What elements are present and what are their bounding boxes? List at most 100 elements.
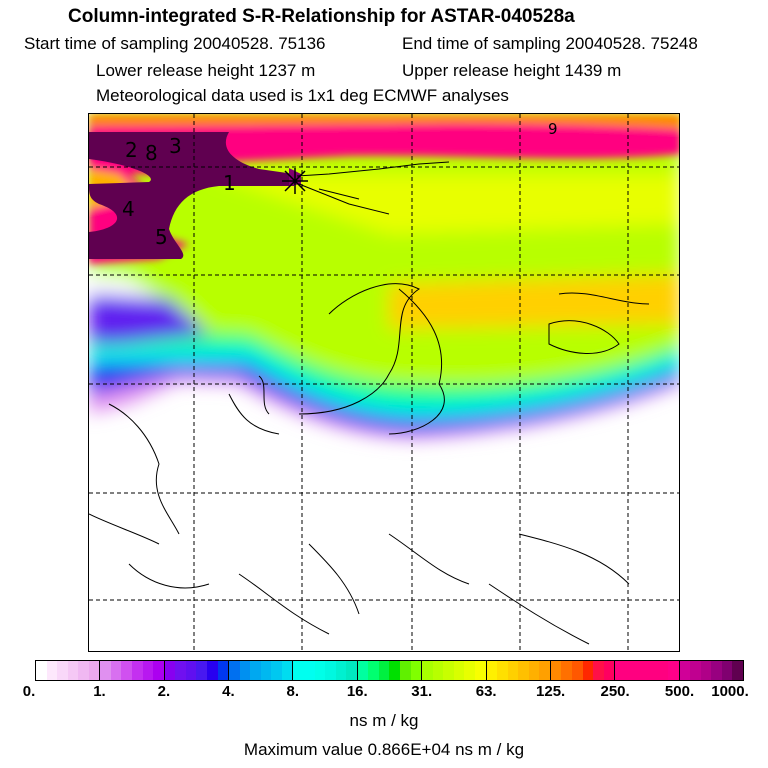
colorbar-cell (539, 661, 550, 680)
map-label: 2 (125, 138, 138, 162)
colorbar-cell (389, 661, 401, 680)
colorbar-cell (486, 661, 498, 680)
colorbar-cell (175, 661, 186, 680)
colorbar-tick-label: 4. (222, 683, 235, 700)
colorbar-cell (679, 661, 691, 680)
colorbar-cell (57, 661, 68, 680)
colorbar-tick-label: 2. (157, 683, 171, 700)
colorbar-cell (110, 661, 122, 680)
map-label: 9 (548, 120, 558, 138)
colorbar-cell (185, 661, 197, 680)
colorbar-cell (142, 661, 154, 680)
colorbar-tick-label: 0. (22, 683, 36, 700)
colorbar-cell (293, 661, 304, 680)
colorbar-cell (121, 661, 133, 680)
colorbar-cell (346, 661, 357, 680)
colorbar-cell (646, 661, 658, 680)
colorbar-group (422, 661, 487, 680)
colorbar-cell (378, 661, 390, 680)
colorbar-cell (304, 661, 315, 680)
map-label: 3 (169, 134, 182, 158)
colorbar-cell (497, 661, 508, 680)
colorbar-cell (314, 661, 326, 680)
maximum-value: Maximum value 0.866E+04 ns m / kg (243, 740, 525, 759)
colorbar-tick-label: 31. (411, 683, 433, 700)
upper-release-height: Upper release height 1439 m (402, 61, 622, 80)
colorbar-group (550, 661, 616, 680)
colorbar-cell (164, 661, 176, 680)
colorbar-cell (593, 661, 604, 680)
met-data-info: Meteorological data used is 1x1 deg ECMW… (96, 86, 509, 105)
colorbar-cell (690, 661, 701, 680)
colorbar-cell (582, 661, 594, 680)
colorbar-cell (100, 661, 111, 680)
colorbar-cell (464, 661, 475, 680)
colorbar-group (36, 661, 101, 680)
colorbar-cell (239, 661, 251, 680)
colorbar-cell (335, 661, 347, 680)
colorbar-tick-label: 8. (286, 683, 300, 700)
colorbar-cell (711, 661, 722, 680)
colorbar-cell (260, 661, 272, 680)
colorbar-cell (271, 661, 282, 680)
colorbar-cell (700, 661, 712, 680)
map-panel: 2 8 3 1 4 5 9 (88, 113, 680, 652)
colorbar-tick-label: 500. (664, 683, 695, 700)
colorbar-cell (250, 661, 261, 680)
colorbar-group (486, 661, 551, 680)
map-label: 5 (155, 225, 168, 249)
colorbar-cell (625, 661, 637, 680)
colorbar-cell (732, 661, 743, 680)
colorbar-group (293, 661, 358, 680)
colorbar-cell (196, 661, 207, 680)
colorbar-cell (453, 661, 465, 680)
colorbar-tick-label: 16. (346, 683, 368, 700)
end-time: End time of sampling 20040528. 75248 (402, 34, 698, 53)
colorbar-cell (357, 661, 369, 680)
colorbar-group (164, 661, 230, 680)
colorbar-cell (668, 661, 679, 680)
colorbar-cell (550, 661, 562, 680)
colorbar-tick-label: 63. (475, 683, 497, 700)
colorbar-cell (400, 661, 411, 680)
colorbar-cell (721, 661, 733, 680)
colorbar-cell (229, 661, 240, 680)
colorbar-cell (615, 661, 626, 680)
map-label: 4 (122, 197, 135, 221)
colorbar-cell (217, 661, 229, 680)
colorbar-cell (474, 661, 486, 680)
colorbar-tick-label: 125. (536, 683, 566, 700)
colorbar-group (100, 661, 165, 680)
colorbar-cell (443, 661, 454, 680)
colorbar-tick-label: 1000. (711, 683, 749, 700)
plot-title: Column-integrated S-R-Relationship for A… (68, 6, 575, 27)
colorbar-group (615, 661, 680, 680)
colorbar-cell (507, 661, 519, 680)
map-label: 8 (145, 141, 158, 165)
colorbar-group (679, 661, 743, 680)
colorbar-cell (603, 661, 615, 680)
colorbar-cell (88, 661, 100, 680)
colorbar-cell (657, 661, 669, 680)
colorbar-cell (132, 661, 143, 680)
start-time: Start time of sampling 20040528. 75136 (24, 34, 326, 53)
map-label: 1 (223, 171, 236, 195)
release-point-star-icon (282, 168, 308, 194)
colorbar-cell (410, 661, 422, 680)
colorbar-cell (78, 661, 89, 680)
colorbar-cell (636, 661, 647, 680)
colorbar-cell (153, 661, 164, 680)
colorbar-unit: ns m / kg (349, 711, 419, 730)
colorbar-cell (368, 661, 379, 680)
colorbar-cell (325, 661, 336, 680)
colorbar-cell (422, 661, 433, 680)
colorbar-cell (46, 661, 58, 680)
lower-release-height: Lower release height 1237 m (96, 61, 316, 80)
sensitivity-field: 2 8 3 1 4 5 9 (89, 114, 679, 651)
colorbar-group (357, 661, 423, 680)
colorbar-cell (36, 661, 47, 680)
colorbar-cell (206, 661, 218, 680)
colorbar (35, 660, 744, 681)
colorbar-cell (528, 661, 540, 680)
colorbar-cell (561, 661, 572, 680)
